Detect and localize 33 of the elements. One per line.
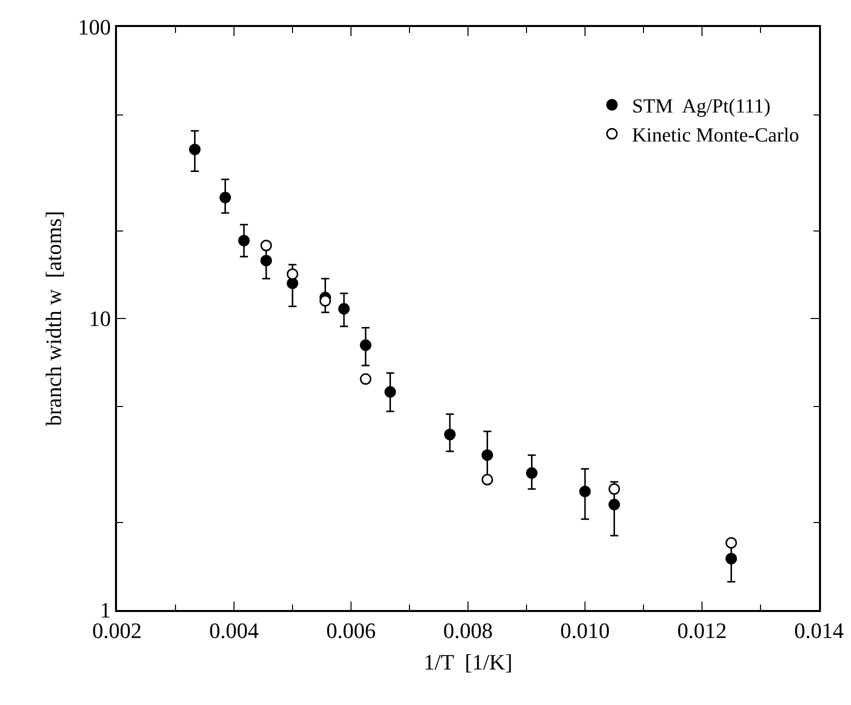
legend-label: STM Ag/Pt(111) [632, 96, 771, 118]
legend-label: Kinetic Monte-Carlo [632, 124, 800, 147]
x-tick-label: 0.012 [677, 618, 727, 644]
point [608, 483, 620, 495]
x-axis-title: 1/T [1/K] [424, 650, 512, 675]
point [260, 254, 272, 266]
y-tick-label: 100 [78, 14, 111, 40]
point [338, 303, 350, 315]
point [360, 373, 372, 385]
point [286, 268, 298, 280]
point [320, 295, 332, 307]
y-axis-title: branch width w [atoms] [41, 210, 66, 426]
x-tick-label: 0.004 [209, 618, 259, 644]
point [608, 498, 620, 510]
point [579, 486, 591, 498]
point [482, 474, 494, 486]
point [360, 339, 372, 351]
x-tick-label: 0.006 [326, 618, 376, 644]
point [444, 428, 456, 440]
x-tick-label: 0.008 [443, 618, 493, 644]
point [384, 386, 396, 398]
point [286, 278, 298, 290]
point [526, 467, 538, 479]
x-tick-label: 0.014 [794, 618, 844, 644]
point [238, 234, 250, 246]
point [726, 537, 737, 549]
point [260, 240, 272, 252]
y-tick-label: 10 [88, 306, 111, 332]
x-tick-label: 0.010 [560, 618, 610, 644]
point [482, 449, 494, 461]
point [219, 192, 231, 204]
point [726, 552, 737, 564]
point [189, 144, 201, 156]
